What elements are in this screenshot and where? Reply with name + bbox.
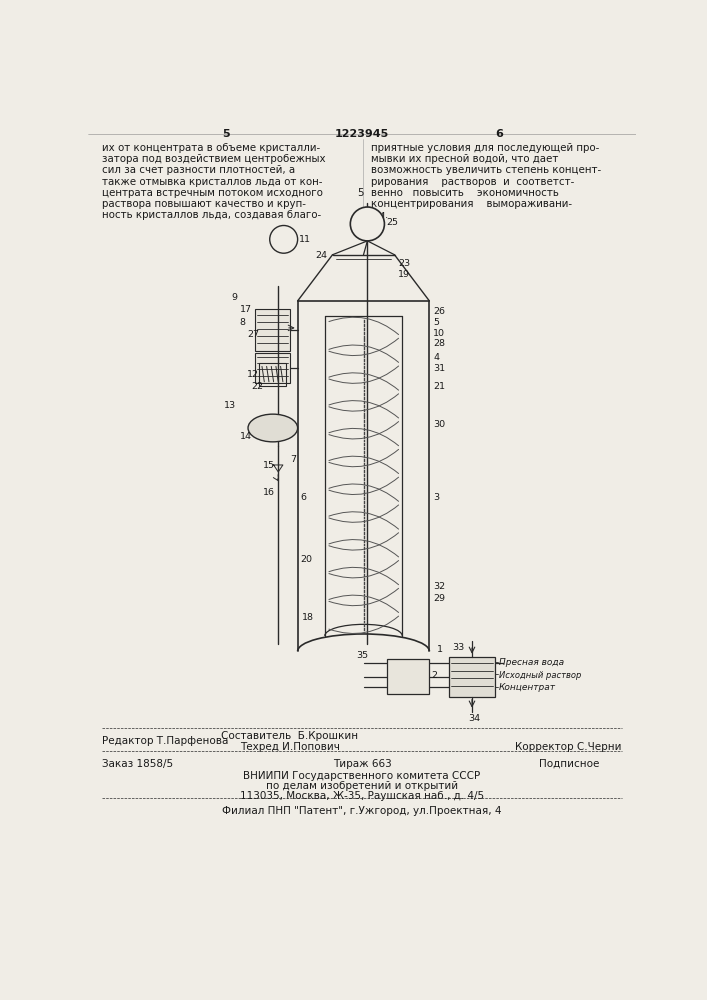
- Bar: [255, 353, 290, 383]
- Text: 22: 22: [251, 382, 263, 391]
- Text: рирования    растворов  и  соответст-: рирования растворов и соответст-: [371, 177, 575, 187]
- Text: 5: 5: [222, 129, 229, 139]
- Text: 32: 32: [433, 582, 445, 591]
- Text: 15: 15: [263, 461, 275, 470]
- Text: ем.: ем.: [371, 210, 389, 220]
- Text: 35: 35: [356, 651, 368, 660]
- Text: 10: 10: [433, 329, 445, 338]
- Text: 21: 21: [433, 382, 445, 391]
- Text: 34: 34: [468, 714, 480, 723]
- Bar: [255, 309, 290, 351]
- Text: 17: 17: [240, 305, 252, 314]
- Text: 27: 27: [247, 330, 259, 339]
- Text: 1: 1: [437, 645, 443, 654]
- Text: центрата встречным потоком исходного: центрата встречным потоком исходного: [103, 188, 323, 198]
- Text: 8: 8: [240, 318, 245, 327]
- Text: Техред И.Попович: Техред И.Попович: [240, 742, 340, 752]
- Text: концентрирования    вымораживани-: концентрирования вымораживани-: [371, 199, 573, 209]
- Text: их от концентрата в объеме кристалли-: их от концентрата в объеме кристалли-: [103, 143, 320, 153]
- Text: 14: 14: [240, 432, 252, 441]
- Text: 28: 28: [433, 339, 445, 348]
- Text: сил за счет разности плотностей, а: сил за счет разности плотностей, а: [103, 165, 296, 175]
- Text: Составитель  Б.Крошкин: Составитель Б.Крошкин: [221, 731, 358, 741]
- Text: мывки их пресной водой, что дает: мывки их пресной водой, что дает: [371, 154, 559, 164]
- Text: Исходный раствор: Исходный раствор: [499, 671, 581, 680]
- Text: Концентрат: Концентрат: [499, 683, 556, 692]
- Text: раствора повышают качество и круп-: раствора повышают качество и круп-: [103, 199, 306, 209]
- Text: 24: 24: [315, 251, 327, 260]
- Bar: [449, 657, 495, 697]
- Text: Заказ 1858/5: Заказ 1858/5: [103, 759, 173, 769]
- Text: 113035, Москва, Ж-35, Раушская наб., д. 4/5: 113035, Москва, Ж-35, Раушская наб., д. …: [240, 791, 484, 801]
- Text: 20: 20: [300, 555, 312, 564]
- Text: 18: 18: [301, 613, 313, 622]
- Text: 19: 19: [398, 270, 410, 279]
- Text: 7: 7: [290, 455, 296, 464]
- Text: венно   повысить    экономичность: венно повысить экономичность: [371, 188, 559, 198]
- Text: 6: 6: [495, 129, 503, 139]
- Text: ность кристаллов льда, создавая благо-: ность кристаллов льда, создавая благо-: [103, 210, 322, 220]
- Text: 23: 23: [398, 259, 411, 268]
- Text: 31: 31: [433, 364, 445, 373]
- Text: 12: 12: [247, 370, 259, 379]
- Text: ВНИИПИ Государственного комитета СССР: ВНИИПИ Государственного комитета СССР: [243, 771, 481, 781]
- Text: 1223945: 1223945: [335, 129, 389, 139]
- Text: 3: 3: [433, 493, 439, 502]
- Text: Тираж 663: Тираж 663: [332, 759, 392, 769]
- Bar: [259, 363, 286, 386]
- Text: затора под воздействием центробежных: затора под воздействием центробежных: [103, 154, 326, 164]
- Text: 4: 4: [433, 353, 439, 362]
- Text: 30: 30: [433, 420, 445, 429]
- Ellipse shape: [248, 414, 298, 442]
- Text: 16: 16: [263, 488, 275, 497]
- Text: по делам изобретений и открытий: по делам изобретений и открытий: [266, 781, 458, 791]
- Text: Редактор Т.Парфенова: Редактор Т.Парфенова: [103, 736, 228, 746]
- Text: 5: 5: [357, 188, 363, 198]
- Text: 11: 11: [299, 235, 311, 244]
- Text: Филиал ПНП "Патент", г.Ужгород, ул.Проектная, 4: Филиал ПНП "Патент", г.Ужгород, ул.Проек…: [222, 806, 502, 816]
- Text: Корректор С.Черни: Корректор С.Черни: [515, 742, 621, 752]
- Text: 13: 13: [224, 401, 236, 410]
- Text: 5: 5: [433, 318, 439, 327]
- Text: 6: 6: [300, 493, 306, 502]
- Text: приятные условия для последующей про-: приятные условия для последующей про-: [371, 143, 600, 153]
- Text: 33: 33: [452, 643, 465, 652]
- Bar: [387, 659, 429, 694]
- Text: возможность увеличить степень концент-: возможность увеличить степень концент-: [371, 165, 602, 175]
- Circle shape: [351, 207, 385, 241]
- Text: 25: 25: [387, 218, 399, 227]
- Text: также отмывка кристаллов льда от кон-: также отмывка кристаллов льда от кон-: [103, 177, 323, 187]
- Text: Подписное: Подписное: [539, 759, 599, 769]
- Text: 9: 9: [232, 293, 238, 302]
- Text: Пресная вода: Пресная вода: [499, 658, 564, 667]
- Text: 26: 26: [433, 307, 445, 316]
- Text: 2: 2: [431, 671, 437, 680]
- Circle shape: [270, 225, 298, 253]
- Text: 29: 29: [433, 594, 445, 603]
